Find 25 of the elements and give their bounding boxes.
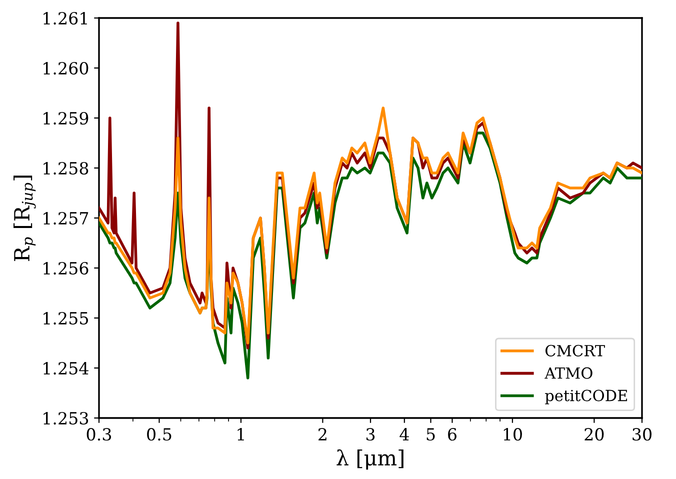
x-tick-label: 2: [318, 428, 326, 440]
y-tick-label: 1.256: [44, 262, 88, 275]
y-tick-label: 1.258: [44, 162, 88, 175]
y-tick-label: 1.259: [44, 112, 88, 125]
x-tick-label: 0.5: [147, 428, 172, 441]
y-tick-label: 1.260: [44, 62, 88, 75]
x-tick-label: 30: [632, 428, 652, 441]
legend-label: ATMO: [544, 367, 592, 379]
x-tick-label: 6: [448, 428, 456, 441]
legend-label: CMCRT: [546, 344, 605, 356]
legend-label: petitCODE: [545, 390, 628, 404]
y-tick-label: 1.255: [44, 312, 88, 325]
x-tick-label: 1: [238, 428, 244, 440]
x-axis-title: λ [μm]: [336, 449, 404, 470]
y-tick-label: 1.261: [44, 12, 87, 25]
x-tick-label: 20: [584, 428, 604, 441]
x-tick-label: 10: [504, 428, 522, 441]
y-axis-title: R$_{p}$ [R$_{jup}$]: [14, 176, 36, 262]
y-tick-label: 1.253: [44, 412, 88, 425]
x-tick-label: 5: [426, 428, 435, 441]
x-tick-label: 4: [400, 428, 409, 440]
y-tick-label: 1.254: [44, 362, 88, 375]
y-tick-label: 1.257: [44, 212, 88, 225]
x-tick-label: 3: [366, 428, 375, 441]
x-tick-label: 0.3: [86, 428, 112, 441]
